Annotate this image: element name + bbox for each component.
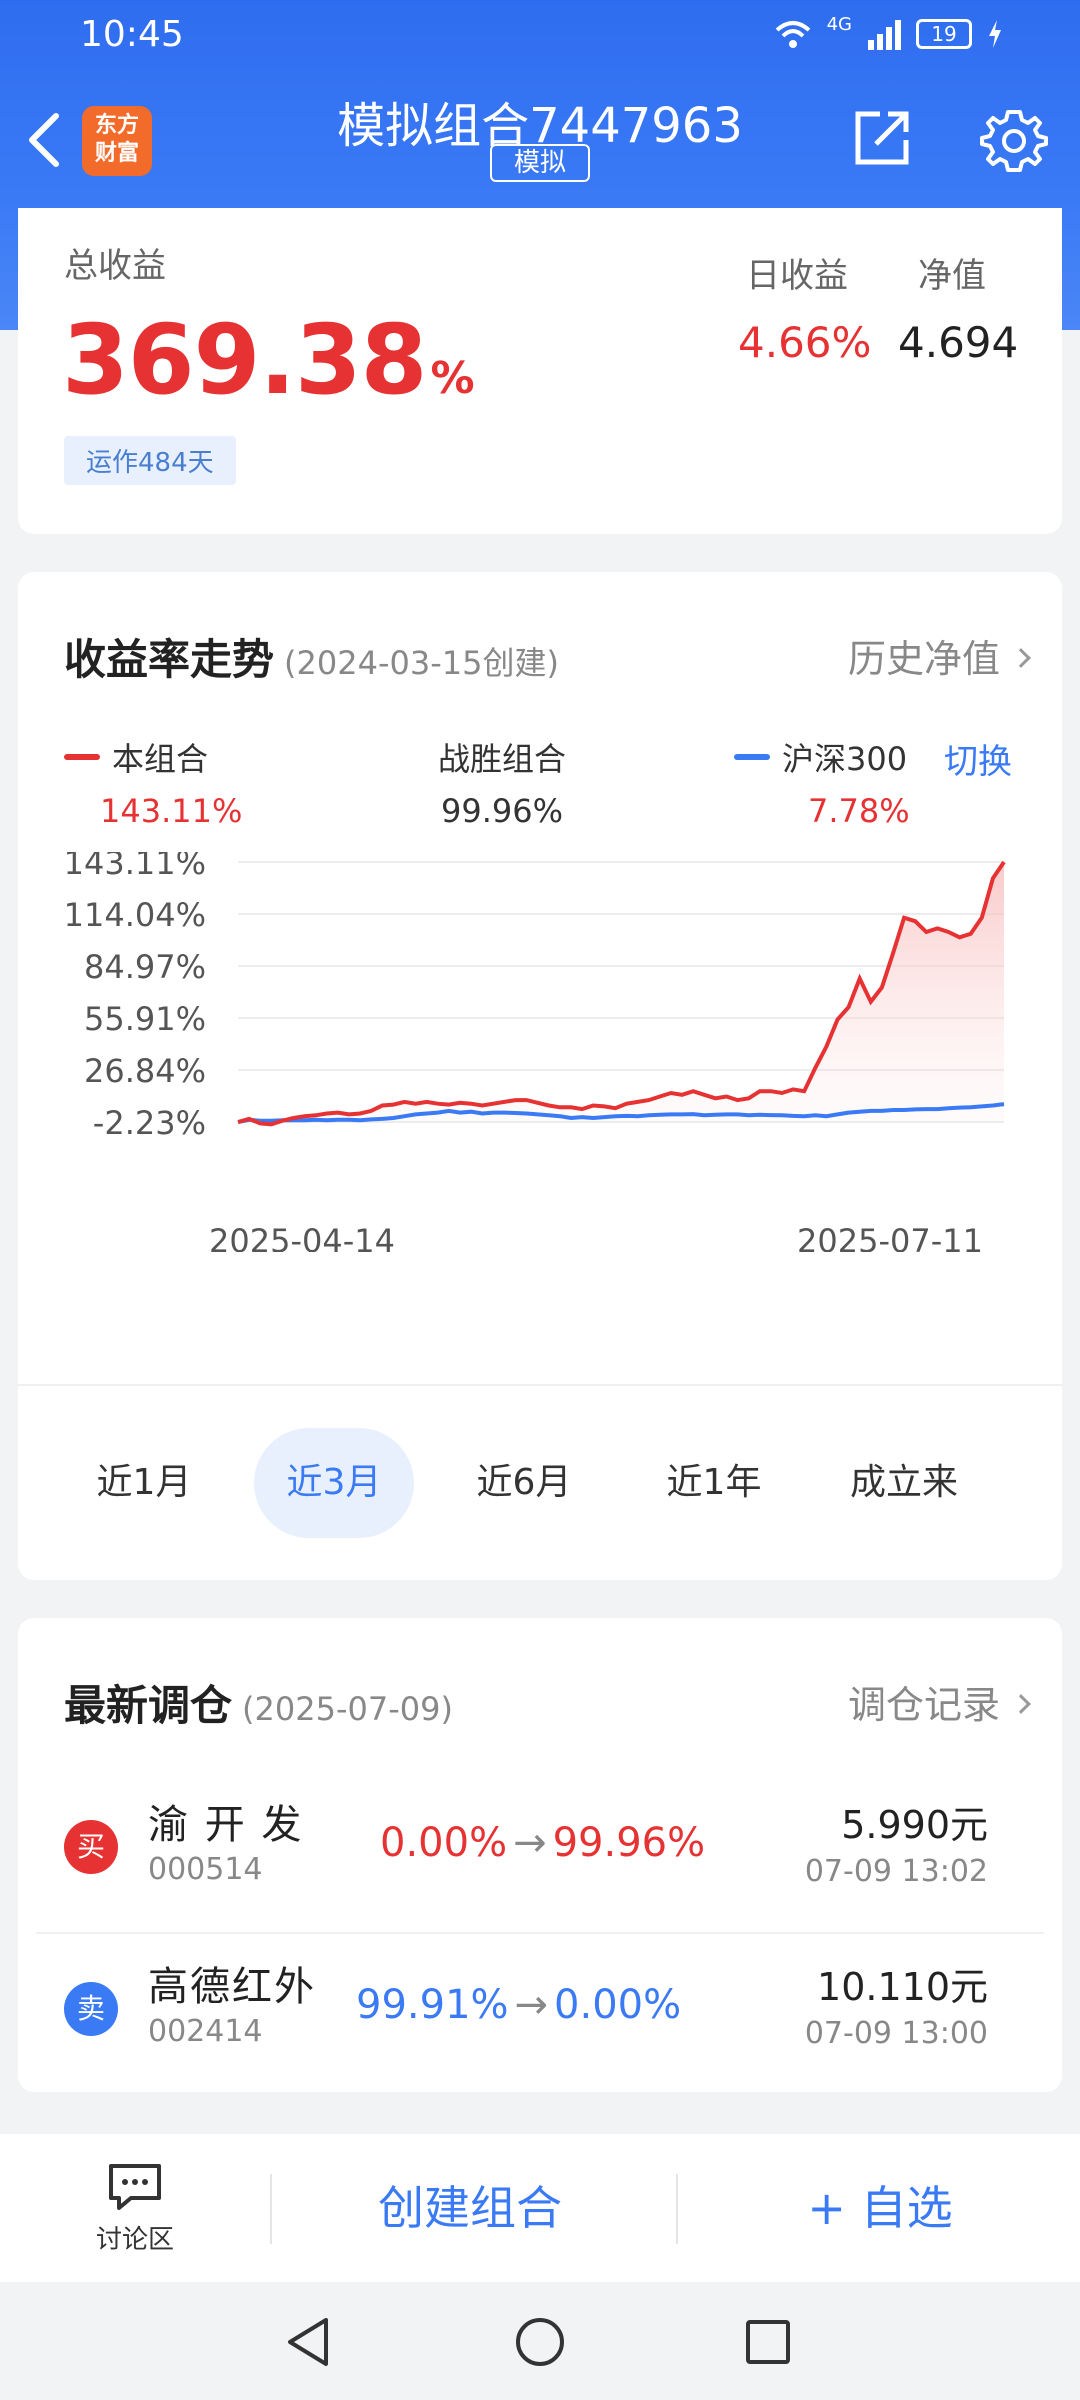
legend-line-red: [64, 754, 100, 760]
range-tab-1[interactable]: 近3月: [254, 1428, 414, 1538]
stock-name: 高德红外: [148, 1964, 316, 2010]
chevron-right-icon: [1011, 1693, 1031, 1714]
daily-return-label: 日收益: [746, 256, 848, 296]
legend-line-blue: [734, 754, 770, 760]
signal-icon: [868, 20, 901, 50]
trend-card: 收益率走势 (2024-03-15创建) 历史净值 本组合 143.11% 战胜组…: [18, 572, 1062, 1580]
add-watchlist-button[interactable]: + 自选: [807, 2181, 953, 2235]
divider: [18, 1384, 1062, 1386]
trade-row[interactable]: 买 渝 开 发 000514 0.00% → 99.96% 5.990元 07-09…: [18, 1768, 1062, 1928]
chat-icon: [109, 2164, 161, 2210]
legend-beat: 战胜组合 99.96%: [438, 740, 567, 830]
app-logo: 东方 财富: [82, 106, 152, 176]
net-value-label: 净值: [918, 256, 986, 296]
divider: [676, 2174, 678, 2244]
status-time: 10:45: [80, 14, 184, 55]
rebalance-card: 最新调仓 (2025-07-09) 调仓记录 买 渝 开 发 000514 0.0…: [18, 1618, 1062, 2092]
trade-time: 07-09 13:02: [804, 1854, 988, 1889]
x-tick-end: 2025-07-11: [797, 1222, 983, 1252]
nav-recent-icon[interactable]: [744, 2318, 792, 2366]
status-icons: 4G 19: [773, 14, 1004, 50]
y-tick-label: 114.04%: [64, 896, 206, 934]
rebalance-record-link[interactable]: 调仓记录: [848, 1674, 1031, 1729]
stock-code: 002414: [148, 2014, 263, 2049]
gear-icon[interactable]: [980, 106, 1048, 174]
bottom-bar: 讨论区 创建组合 + 自选: [0, 2134, 1080, 2282]
return-trend-chart: 143.11% 114.04% 84.97% 55.91% 26.84% -2.23% 2…: [64, 852, 1006, 1252]
discussion-button[interactable]: 讨论区: [60, 2162, 210, 2256]
net-value: 4.694: [898, 318, 1019, 367]
run-days-badge: 运作484天: [64, 436, 236, 485]
rebalance-title: 最新调仓 (2025-07-09): [64, 1681, 453, 1730]
chevron-right-icon: [1011, 647, 1031, 668]
system-nav-bar: [0, 2282, 1080, 2400]
battery-icon: 19: [916, 19, 972, 49]
wifi-icon: [775, 21, 810, 48]
range-tab-3[interactable]: 近1年: [666, 1462, 762, 1503]
trade-row[interactable]: 卖 高德红外 002414 99.91% → 0.00% 10.110元 07-09…: [18, 1930, 1062, 2090]
nav-back-icon[interactable]: [284, 2316, 334, 2368]
total-return-value: 369.38%: [62, 304, 475, 416]
simulation-tag: 模拟: [490, 144, 590, 182]
y-tick-label: 84.97%: [84, 948, 206, 986]
daily-return-value: 4.66%: [738, 318, 872, 367]
portfolio-line: [237, 860, 1006, 1127]
status-bar: 10:45 4G 19: [0, 0, 1080, 76]
range-tab-0[interactable]: 近1月: [96, 1462, 192, 1503]
range-selector: 近1月 近3月 近6月 近1年 成立来: [18, 1428, 1062, 1538]
hs300-line: [237, 1102, 1005, 1124]
position-change: 99.91% → 0.00%: [356, 1982, 682, 2028]
stock-code: 000514: [148, 1852, 263, 1887]
nav-bar: 东方 财富 模拟组合7447963 模拟: [0, 80, 1080, 210]
x-tick-start: 2025-04-14: [209, 1222, 395, 1252]
y-tick-label: -2.23%: [93, 1104, 206, 1142]
trade-time: 07-09 13:00: [804, 2016, 988, 2051]
network-label: 4G: [826, 13, 852, 35]
portfolio-area: [238, 862, 1004, 1125]
arrow-right-icon: →: [514, 1982, 549, 2028]
total-return-label: 总收益: [64, 246, 166, 286]
range-tab-4[interactable]: 成立来: [849, 1462, 958, 1503]
range-tab-2[interactable]: 近6月: [476, 1462, 572, 1503]
divider: [270, 2174, 272, 2244]
create-portfolio-button[interactable]: 创建组合: [378, 2181, 562, 2235]
switch-button[interactable]: 切换: [944, 742, 1012, 782]
trade-price: 10.110元: [817, 1965, 988, 2009]
stock-name: 渝 开 发: [148, 1802, 304, 1848]
nav-home-icon[interactable]: [514, 2316, 566, 2368]
share-icon[interactable]: [850, 106, 914, 170]
legend-portfolio: 本组合 143.11%: [64, 734, 242, 830]
summary-card: 总收益 369.38% 运作484天 日收益 净值 4.66% 4.694: [18, 208, 1062, 534]
sell-badge: 卖: [64, 1982, 118, 2036]
y-tick-label: 143.11%: [64, 852, 206, 882]
arrow-right-icon: →: [513, 1820, 547, 1866]
position-change: 0.00% → 99.96%: [380, 1820, 706, 1866]
y-tick-label: 55.91%: [84, 1000, 206, 1038]
trade-price: 5.990元: [841, 1803, 988, 1847]
history-nav-link[interactable]: 历史净值: [848, 628, 1031, 683]
buy-badge: 买: [64, 1820, 118, 1874]
legend-hs300: 沪深300 7.78%: [734, 734, 910, 830]
charging-icon: [989, 20, 1001, 48]
back-icon[interactable]: [20, 108, 70, 172]
row-divider: [36, 1932, 1044, 1934]
trend-title: 收益率走势 (2024-03-15创建): [64, 635, 559, 684]
y-tick-label: 26.84%: [84, 1052, 206, 1090]
